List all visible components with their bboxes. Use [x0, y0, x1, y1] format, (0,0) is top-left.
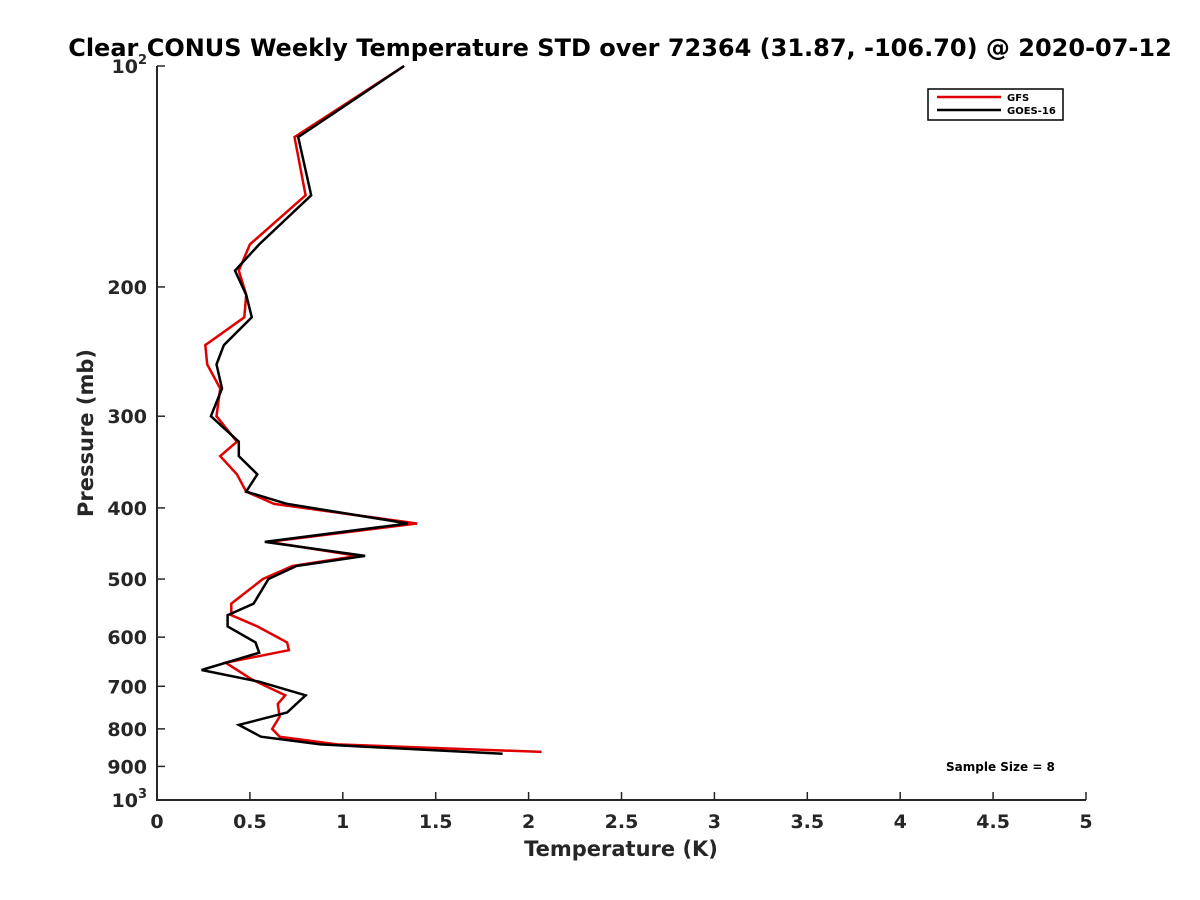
x-tick-label: 2.5	[605, 811, 639, 833]
y-tick-label: 300	[107, 406, 147, 428]
x-tick-label: 0	[150, 811, 163, 833]
y-tick-label: 500	[107, 569, 147, 591]
x-tick-label: 0.5	[233, 811, 267, 833]
x-tick-label: 3	[708, 811, 721, 833]
y-axis-label: Pressure (mb)	[74, 349, 98, 517]
legend-label-goes16: GOES-16	[1007, 106, 1056, 117]
x-tick-label: 4	[894, 811, 907, 833]
sample-size-annotation: Sample Size = 8	[946, 760, 1055, 774]
x-tick-label: 1	[336, 811, 349, 833]
y-tick-label: 103	[112, 787, 148, 812]
x-tick-label: 1.5	[419, 811, 453, 833]
y-tick-label: 900	[107, 756, 147, 778]
y-tick-label: 102	[112, 53, 148, 78]
x-axis-label: Temperature (K)	[524, 837, 718, 861]
legend-box	[927, 88, 1064, 121]
axes-frame	[156, 66, 1086, 801]
x-axis: 0 0.5 1 1.5 2 2.5 3 3.5 4 4.5 5	[150, 792, 1093, 833]
x-tick-label: 5	[1079, 811, 1092, 833]
y-tick-label: 600	[107, 627, 147, 649]
y-tick-label: 200	[107, 277, 147, 299]
x-tick-label: 4.5	[976, 811, 1010, 833]
legend: GFS GOES-16	[927, 88, 1064, 121]
y-tick-label: 700	[107, 676, 147, 698]
y-tick-label: 400	[107, 498, 147, 520]
x-tick-label: 2	[522, 811, 535, 833]
chart-title: Clear CONUS Weekly Temperature STD over …	[68, 34, 1172, 62]
x-tick-label: 3.5	[790, 811, 824, 833]
y-tick-label: 800	[107, 719, 147, 741]
legend-label-gfs: GFS	[1007, 93, 1029, 104]
series-lines	[201, 64, 542, 756]
y-axis: 102 200 300 400 500 600 700 800 900 103	[107, 53, 165, 812]
plot-area	[156, 66, 1086, 801]
series-line-gfs	[203, 64, 542, 754]
series-line-goes16	[201, 64, 503, 756]
